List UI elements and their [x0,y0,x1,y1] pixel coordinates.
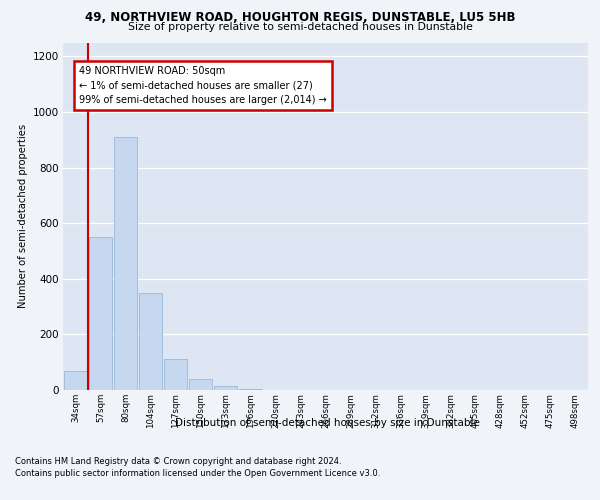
Bar [239,389,262,390]
Text: 49 NORTHVIEW ROAD: 50sqm
← 1% of semi-detached houses are smaller (27)
99% of se: 49 NORTHVIEW ROAD: 50sqm ← 1% of semi-de… [79,66,327,106]
Bar [114,137,137,390]
Bar [164,360,187,390]
Text: 49, NORTHVIEW ROAD, HOUGHTON REGIS, DUNSTABLE, LU5 5HB: 49, NORTHVIEW ROAD, HOUGHTON REGIS, DUNS… [85,11,515,24]
Y-axis label: Number of semi-detached properties: Number of semi-detached properties [19,124,28,308]
Text: Contains HM Land Registry data © Crown copyright and database right 2024.: Contains HM Land Registry data © Crown c… [15,457,341,466]
Text: Size of property relative to semi-detached houses in Dunstable: Size of property relative to semi-detach… [128,22,472,32]
Text: Distribution of semi-detached houses by size in Dunstable: Distribution of semi-detached houses by … [175,418,479,428]
Bar [139,292,162,390]
Bar [189,380,212,390]
Bar [89,237,112,390]
Text: Contains public sector information licensed under the Open Government Licence v3: Contains public sector information licen… [15,469,380,478]
Bar [64,370,87,390]
Bar [214,386,237,390]
